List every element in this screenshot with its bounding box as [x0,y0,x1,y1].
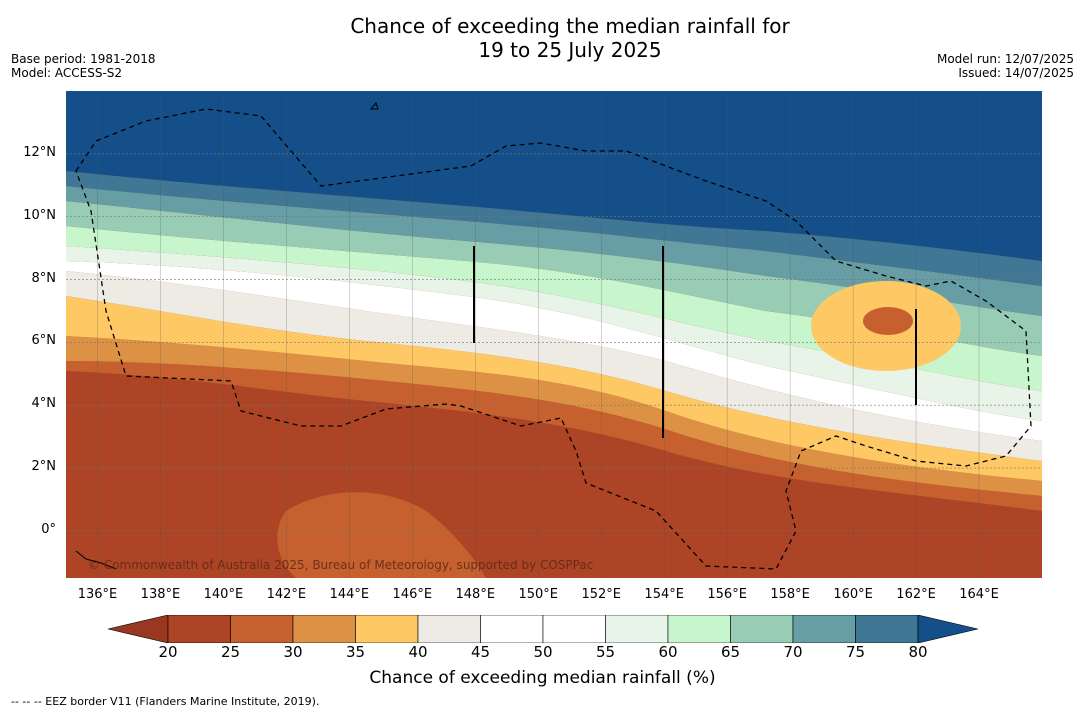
colorbar-tick-label: 50 [533,643,553,661]
colorbar-segment [417,615,481,643]
model-run-label: Model run: 12/07/2025 [936,52,1074,66]
band-60-65 [66,226,1042,391]
lon-tick-label: 150°E [518,587,559,602]
colorbar-segment [542,615,606,643]
colorbar-segment [355,615,419,643]
lon-tick-label: 140°E [203,587,244,602]
colorbar-label: Chance of exceeding median rainfall (%) [369,668,716,688]
dry-patch-south [277,492,486,578]
rainfall-probability-map [66,91,1042,578]
eez-border [75,108,1032,570]
colorbar-segment [792,615,856,643]
lon-tick-label: 146°E [392,587,433,602]
colorbar-segment [730,615,794,643]
lon-tick-label: 142°E [266,587,307,602]
colorbar-tick-label: 80 [908,643,928,661]
lat-tick-label: 8°N [31,270,57,286]
band-30-35 [66,361,1042,511]
lon-tick-label: 154°E [644,587,684,602]
lon-tick-label: 152°E [581,587,621,602]
colorbar-tick-label: 45 [470,643,491,661]
band-65-70 [66,201,1042,356]
colorbar-tick-label: 60 [658,643,678,661]
base-period-label: Base period: 1981-2018 [11,52,156,66]
band-50-60 [66,261,1042,441]
colorbar-segment [855,615,919,643]
colorbar-tick-label: 35 [345,643,366,661]
issued-label: Issued: 14/07/2025 [958,66,1074,80]
colorbar-over-arrow [917,615,978,643]
colorbar-tick-label: 65 [720,643,741,661]
copyright-notice: © Commonwealth of Australia 2025, Bureau… [88,558,594,572]
colorbar-segment [292,615,356,643]
lat-tick-label: 12°N [23,144,56,160]
lon-tick-label: 148°E [455,587,496,602]
lon-tick-label: 158°E [770,587,810,602]
lat-tick-label: 2°N [31,459,57,475]
lon-tick-label: 164°E [959,587,999,602]
coastline-islands [75,101,379,570]
lon-tick-label: 138°E [140,587,181,602]
colorbar [108,615,978,643]
colorbar-tick-label: 20 [158,643,178,661]
band-over-80 [66,91,1042,261]
lat-tick-label: 6°N [31,333,57,349]
dry-patch-east-core [863,307,913,335]
chart-title-line-2: 19 to 25 July 2025 [478,38,662,62]
latitude-gridlines [66,153,1042,532]
colorbar-tick-label: 55 [595,643,616,661]
band-55-60 [66,246,1042,421]
lon-tick-label: 136°E [77,587,118,602]
lat-tick-label: 0° [41,521,56,537]
lon-tick-label: 144°E [329,587,370,602]
lat-tick-label: 4°N [31,396,57,412]
colorbar-segment [230,615,294,643]
longitude-gridlines [97,91,980,578]
colorbar-tick-label: 40 [408,643,428,661]
colorbar-segment [605,615,669,643]
band-70-75 [66,186,1042,316]
lon-tick-label: 156°E [707,587,747,602]
colorbar-tick-label: 30 [283,643,303,661]
model-label: Model: ACCESS-S2 [11,66,123,80]
band-35-40 [66,336,1042,496]
lon-tick-label: 160°E [833,587,873,602]
eez-footnote: -- -- -- EEZ border V11 (Flanders Marine… [11,695,320,708]
lon-tick-label: 162°E [896,587,936,602]
colorbar-segment [480,615,544,643]
band-75-80 [66,171,1042,286]
colorbar-segment [667,615,731,643]
chart-title-line-1: Chance of exceeding the median rainfall … [350,14,790,38]
colorbar-segment [167,615,231,643]
colorbar-tick-label: 25 [220,643,241,661]
colorbar-tick-label: 70 [783,643,803,661]
band-45-50 [66,271,1042,461]
colorbar-tick-label: 75 [845,643,866,661]
colorbar-under-arrow [108,615,169,643]
lat-tick-label: 10°N [23,207,56,223]
